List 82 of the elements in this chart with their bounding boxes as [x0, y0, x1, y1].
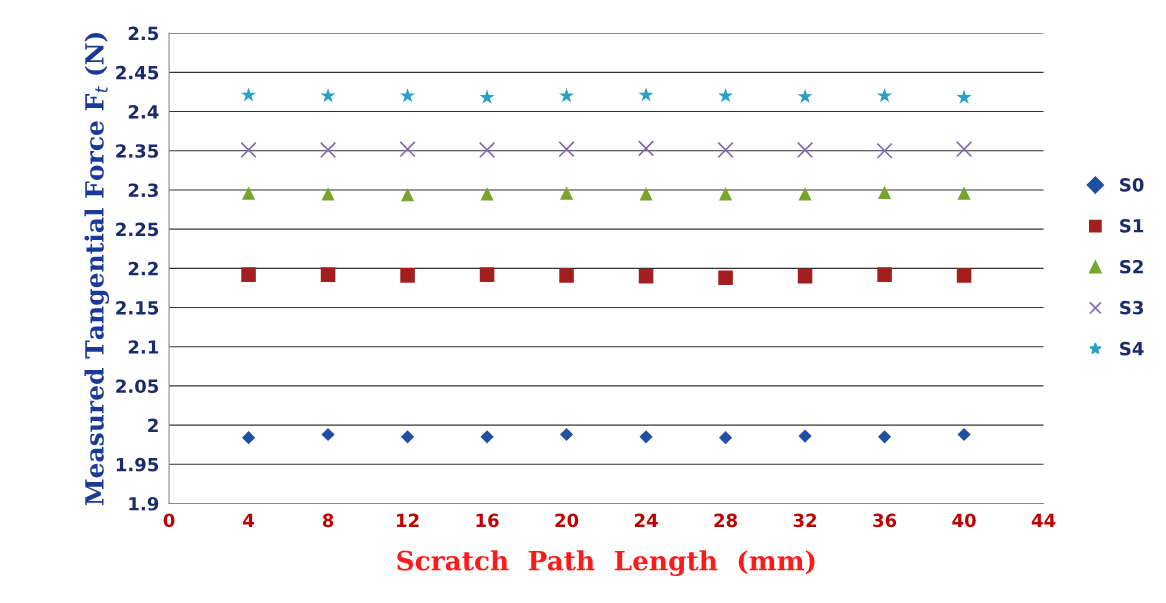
y-tick-label: 2.35	[116, 144, 159, 158]
point	[797, 268, 813, 284]
point	[638, 87, 654, 102]
x-tick-label: 16	[476, 513, 499, 528]
x-tick-label: 28	[714, 513, 738, 528]
point	[400, 268, 415, 283]
point	[480, 187, 494, 201]
point	[320, 87, 336, 103]
point	[718, 431, 733, 445]
point	[559, 427, 574, 442]
x-tick-label: 8	[322, 513, 334, 528]
point	[797, 88, 813, 104]
y-tick-label: 2.2	[128, 261, 158, 276]
legend-label: S3	[1120, 300, 1143, 315]
point	[639, 430, 653, 444]
point	[320, 267, 336, 282]
point	[957, 186, 971, 200]
x-tick-label: 0	[163, 513, 175, 528]
point	[718, 270, 733, 286]
y-tick-label: 2.1	[128, 340, 159, 354]
point	[241, 87, 257, 102]
y-axis-title: Measured Tangential Force F$_{t}$ (N)	[84, 33, 110, 506]
point	[798, 187, 812, 201]
y-tick-label: 2.25	[116, 222, 159, 237]
point	[718, 187, 733, 201]
x-tick-label: 44	[1031, 513, 1056, 527]
point	[796, 141, 814, 159]
point	[399, 141, 416, 158]
point	[479, 89, 495, 104]
point	[955, 141, 973, 158]
point	[877, 185, 892, 199]
point	[321, 187, 335, 201]
point	[798, 429, 812, 443]
legend-label: S1	[1120, 218, 1144, 233]
y-tick-label: 2.3	[128, 183, 158, 198]
point	[637, 140, 655, 157]
point	[559, 186, 574, 200]
point	[559, 268, 574, 283]
y-tick-label: 1.95	[116, 457, 159, 472]
point	[877, 267, 892, 282]
point	[876, 142, 893, 159]
y-tick-label: 2.05	[116, 379, 159, 394]
point	[877, 430, 892, 444]
point	[877, 87, 893, 103]
x-tick-label: 4	[243, 513, 255, 527]
point	[241, 431, 256, 445]
legend-label: S2	[1120, 259, 1143, 274]
legend-label: S0	[1120, 178, 1144, 192]
point	[559, 87, 575, 103]
point	[240, 141, 257, 159]
point	[400, 87, 416, 103]
y-tick-label: 2.15	[116, 300, 159, 315]
y-tick-label: 2	[148, 418, 158, 432]
point	[400, 188, 415, 202]
x-tick-label: 32	[793, 513, 817, 528]
point	[478, 141, 496, 159]
point	[558, 141, 575, 158]
point	[638, 268, 654, 284]
point	[319, 141, 337, 159]
point	[639, 187, 653, 201]
point	[718, 87, 734, 103]
x-tick-label: 20	[555, 513, 579, 528]
x-tick-label: 24	[634, 513, 658, 527]
point	[321, 427, 335, 442]
point	[400, 430, 415, 444]
point	[241, 186, 256, 200]
point	[717, 141, 734, 159]
y-tick-label: 2.45	[116, 65, 159, 80]
legend-label: S4	[1120, 341, 1144, 356]
point	[956, 89, 972, 104]
y-tick-label: 2.5	[128, 26, 159, 41]
point	[480, 430, 494, 444]
x-tick-label: 40	[952, 513, 976, 528]
point	[479, 267, 495, 282]
point	[241, 267, 256, 282]
y-tick-label: 2.4	[128, 105, 159, 119]
point	[957, 427, 971, 442]
x-tick-label: 12	[397, 513, 419, 527]
x-tick-label: 36	[873, 513, 897, 528]
x-axis-title: Scratch Path Length (mm)	[397, 550, 815, 577]
y-tick-label: 1.9	[129, 496, 159, 511]
point	[956, 268, 972, 283]
